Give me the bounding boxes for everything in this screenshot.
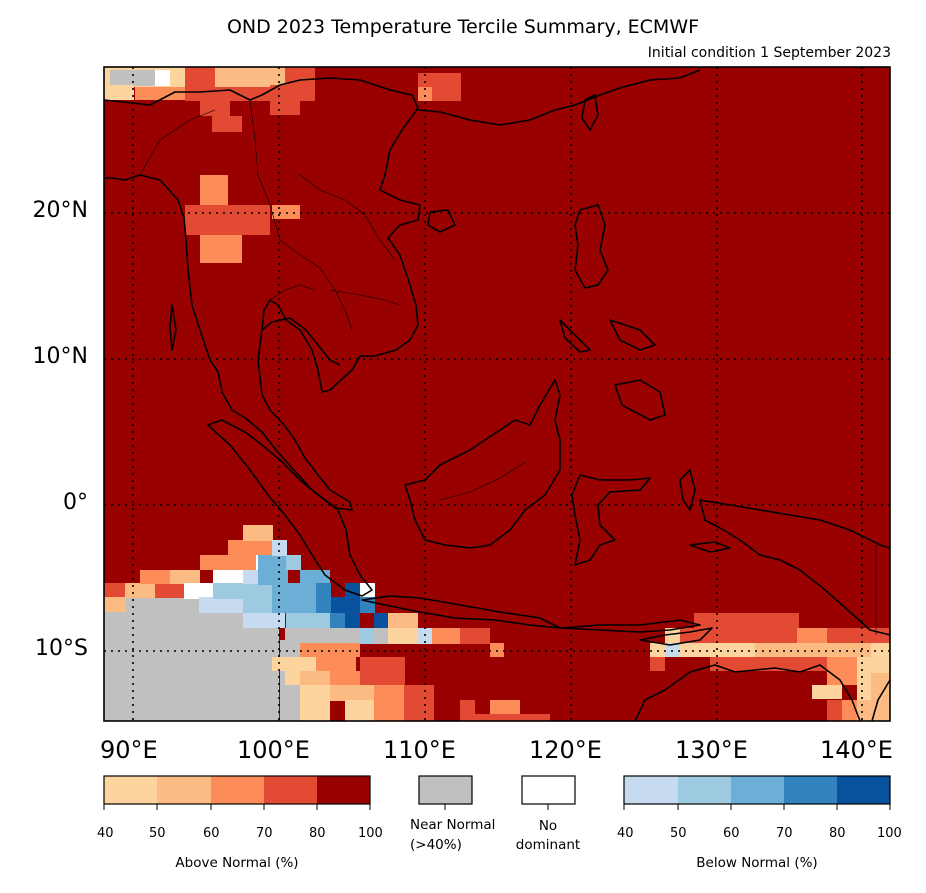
lat-label-10s: 10°S bbox=[35, 636, 88, 661]
above-tick-80: 80 bbox=[309, 826, 326, 841]
above-tick-40: 40 bbox=[97, 826, 114, 841]
lon-label-90e: 90°E bbox=[100, 736, 158, 764]
lon-label-140e: 140°E bbox=[820, 736, 893, 764]
coastlines bbox=[104, 69, 890, 721]
below-normal-label: Below Normal (%) bbox=[696, 855, 818, 871]
north-cells bbox=[104, 67, 461, 263]
map-title: OND 2023 Temperature Tercile Summary, EC… bbox=[226, 16, 700, 38]
above-tick-100: 100 bbox=[358, 826, 383, 841]
no-dominant-label-1: No bbox=[538, 818, 558, 834]
lon-label-100e: 100°E bbox=[237, 736, 310, 764]
map-frame bbox=[103, 66, 891, 722]
below-tick-50: 50 bbox=[670, 826, 687, 841]
below-normal-colorbar bbox=[623, 775, 891, 810]
below-tick-100: 100 bbox=[877, 826, 902, 841]
lat-label-0: 0° bbox=[63, 490, 88, 515]
lon-label-110e: 110°E bbox=[383, 736, 456, 764]
below-tick-80: 80 bbox=[829, 826, 846, 841]
above-tick-50: 50 bbox=[149, 826, 166, 841]
lon-label-120e: 120°E bbox=[529, 736, 602, 764]
gridlines bbox=[104, 67, 890, 721]
below-tick-70: 70 bbox=[776, 826, 793, 841]
above-tick-70: 70 bbox=[256, 826, 273, 841]
near-normal-box bbox=[418, 775, 473, 810]
below-tick-60: 60 bbox=[723, 826, 740, 841]
borders bbox=[139, 99, 877, 635]
lon-label-130e: 130°E bbox=[675, 736, 748, 764]
no-dominant-box bbox=[521, 775, 576, 810]
lat-label-10n: 10°N bbox=[32, 344, 88, 369]
no-dominant-label-2: dominant bbox=[515, 837, 581, 853]
map-subtitle: Initial condition 1 September 2023 bbox=[647, 45, 891, 61]
above-normal-colorbar bbox=[103, 775, 371, 810]
near-normal-label-2: (>40%) bbox=[410, 837, 462, 853]
above-normal-label: Above Normal (%) bbox=[175, 855, 299, 871]
lat-label-20n: 20°N bbox=[32, 198, 88, 223]
below-tick-40: 40 bbox=[617, 826, 634, 841]
above-tick-60: 60 bbox=[203, 826, 220, 841]
near-normal-label-1: Near Normal bbox=[410, 817, 496, 833]
